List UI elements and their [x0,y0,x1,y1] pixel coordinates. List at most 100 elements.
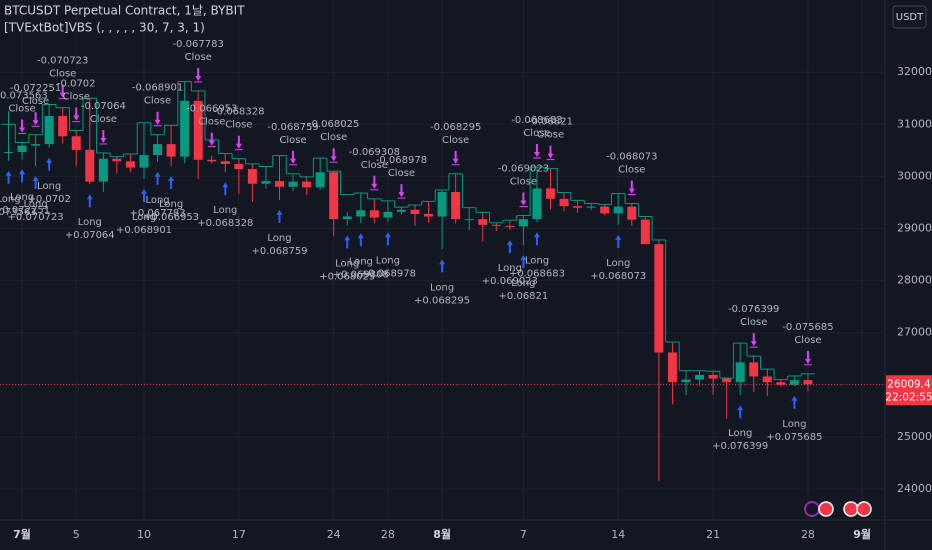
candle-body [396,209,406,212]
close-arrow [154,111,161,125]
candle-body [98,158,108,182]
close-arrow [547,145,554,159]
candle-body [329,172,339,220]
candle-body [559,198,569,207]
candle-body [546,188,555,199]
currency-button[interactable] [892,5,927,29]
candle-body [478,219,488,225]
y-tick-label: 32000.0 [897,65,932,78]
y-tick-label: 27000.0 [897,326,932,339]
long-qty: +0.0702 [27,194,70,205]
long-qty: +0.066953 [143,212,199,223]
long-qty: +0.068978 [360,268,416,279]
long-qty: +0.068073 [590,271,646,282]
long-qty: +0.076399 [712,441,768,452]
long-qty: +0.068759 [251,246,307,257]
event-icon[interactable] [804,501,820,517]
x-tick-label: 28 [801,528,815,541]
close-arrow [59,84,66,98]
event-icon[interactable] [818,501,834,517]
close-qty: -0.066953 [186,104,237,115]
x-tick-label: 17 [232,528,246,541]
candle-body [4,151,13,153]
y-tick-label: 28000.0 [897,274,932,287]
close-qty: -0.068759 [267,122,318,133]
plot-area: Long+0.073563Long+0.072251Long+0.070723L… [0,39,885,482]
close-qty: -0.068073 [606,151,657,162]
x-tick-label: 10 [137,528,151,541]
candle-body [735,362,745,383]
candle-body [573,206,583,208]
candle-body [640,219,650,245]
candle-body [112,158,122,162]
candle-body [85,149,95,182]
close-label: Close [185,52,212,63]
candle-body [220,161,230,164]
close-qty: -0.068025 [308,119,359,130]
close-qty: -0.070723 [37,56,88,67]
long-label: Long [511,278,535,289]
long-label: Long [267,233,291,244]
candle-body [180,100,190,157]
long-label: Long [23,199,47,210]
close-qty: -0.072251 [10,83,61,94]
long-arrow [141,189,147,203]
close-label: Close [49,69,76,80]
candle-body [505,225,515,227]
long-qty: +0.073563 [0,207,37,218]
close-label: Close [279,135,306,146]
long-label: Long [498,263,522,274]
chart-title: BTCUSDT Perpetual Contract, 1날, BYBIT [4,4,245,18]
candle-body [261,181,271,184]
long-qty: +0.068295 [414,295,470,306]
close-label: Close [794,335,821,346]
close-label: Close [618,164,645,175]
long-qty: +0.072251 [0,205,50,216]
candle-body [613,206,623,214]
y-tick-label: 30000.0 [897,169,932,182]
x-tick-label: 7 [520,528,527,541]
x-tick-label: 24 [327,528,341,541]
last-price-label: 26009.4 [887,378,931,390]
event-icon[interactable] [856,501,872,517]
candle-body [44,115,54,145]
close-label: Close [537,130,564,141]
close-qty: -0.068901 [132,83,183,94]
candle-body [681,379,691,383]
close-label: Close [442,135,469,146]
long-qty: +0.069308 [333,269,389,280]
close-label: Close [388,168,415,179]
long-arrow [5,170,12,184]
long-label: Long [606,258,630,269]
x-tick-label: 7월 [13,527,31,541]
long-arrow [384,232,391,246]
long-qty: +0.068683 [509,268,565,279]
close-arrow [100,129,107,143]
x-tick-label: 14 [611,528,625,541]
countdown-label: 22:02:55 [885,391,932,403]
close-qty: -0.073563 [0,91,48,102]
close-label: Close [90,114,117,125]
long-label: Long [525,255,549,266]
long-arrow [506,240,513,254]
long-arrow [344,235,351,249]
long-qty: +0.06821 [499,291,549,302]
candle-body [139,155,149,168]
long-arrow [357,233,364,247]
currency-label[interactable]: USDT [896,12,924,23]
close-arrow [32,112,39,126]
candle-body [789,380,799,385]
close-label: Close [225,120,252,131]
long-arrow [533,232,540,246]
close-arrow [750,333,757,347]
close-qty: -0.069023 [498,163,549,174]
long-label: Long [0,194,21,205]
candle-body [247,169,257,184]
close-arrow [398,184,405,198]
event-icon[interactable] [843,501,859,517]
long-label: Long [145,195,169,206]
close-arrow [533,144,540,158]
long-arrow [46,157,53,171]
